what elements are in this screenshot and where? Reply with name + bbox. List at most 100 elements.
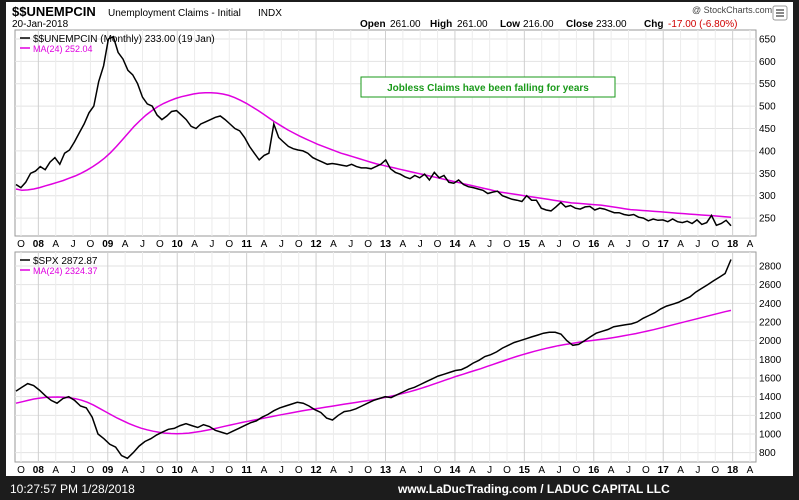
spx-x-tick-label: A xyxy=(677,465,684,476)
spx-x-tick-label: O xyxy=(642,465,650,476)
spx-x-tick-label: J xyxy=(695,465,700,476)
chart-date: 20-Jan-2018 xyxy=(12,19,69,30)
claims-x-tick-label: A xyxy=(400,239,407,250)
claims-annotation: Jobless Claims have been falling for yea… xyxy=(360,76,616,98)
claims-y-tick-label: 450 xyxy=(759,124,776,135)
spx-x-tick-label: J xyxy=(348,465,353,476)
claims-x-tick-label: 13 xyxy=(380,239,392,250)
claims-x-tick-label: J xyxy=(695,239,700,250)
claims-x-tick-label: J xyxy=(626,239,631,250)
claims-x-tick-label: J xyxy=(487,239,492,250)
spx-x-tick-label: A xyxy=(122,465,129,476)
claims-x-tick-label: A xyxy=(677,239,684,250)
claims-x-tick-label: 18 xyxy=(727,239,739,250)
spx-x-tick-label: A xyxy=(538,465,545,476)
spx-x-tick-label: J xyxy=(557,465,562,476)
change-value: -17.00 (-6.80%) xyxy=(668,19,737,30)
claims-x-tick-label: 17 xyxy=(658,239,670,250)
low-label: Low xyxy=(500,19,520,30)
claims-ma24-line xyxy=(15,91,732,218)
spx-x-tick-label: 16 xyxy=(588,465,600,476)
spx-legend: $SPX 2872.87 MA(24) 2324.37 xyxy=(20,256,98,276)
spx-x-tick-label: 11 xyxy=(241,465,252,476)
spx-x-tick-label: 15 xyxy=(519,465,531,476)
claims-x-tick-label: O xyxy=(295,239,303,250)
spx-x-tick-label: 13 xyxy=(380,465,392,476)
watermark: @ StockCharts.com xyxy=(692,5,772,15)
high-value: 261.00 xyxy=(457,19,488,30)
spx-y-tick-label: 1200 xyxy=(759,411,782,422)
claims-x-tick-label: J xyxy=(71,239,76,250)
claims-y-tick-label: 400 xyxy=(759,146,776,157)
spx-x-tick-label: J xyxy=(279,465,284,476)
spx-y-tick-label: 2200 xyxy=(759,318,782,329)
claims-y-tick-label: 350 xyxy=(759,169,776,180)
spx-x-tick-label: A xyxy=(747,465,754,476)
claims-legend: $$UNEMPCIN (Monthly) 233.00 (19 Jan) MA(… xyxy=(20,34,215,54)
close-value: 233.00 xyxy=(596,19,627,30)
claims-x-tick-label: O xyxy=(642,239,650,250)
spx-x-tick-label: O xyxy=(503,465,511,476)
spx-y-axis: 800 1000 1200 1400 1600 1800 2000 2200 2400 2600 2… xyxy=(759,262,782,460)
claims-x-tick-label: O xyxy=(87,239,95,250)
open-value: 261.00 xyxy=(390,19,421,30)
spx-y-tick-label: 1800 xyxy=(759,355,782,366)
claims-legend-ma: MA(24) 252.04 xyxy=(33,44,93,54)
spx-gridlines xyxy=(15,252,756,462)
spx-price-line xyxy=(15,259,732,460)
symbol-title: $$UNEMPCIN xyxy=(12,4,96,19)
claims-y-tick-label: 500 xyxy=(759,102,776,113)
spx-x-tick-label: 09 xyxy=(102,465,114,476)
spx-y-tick-label: 2600 xyxy=(759,280,782,291)
footer-timestamp: 10:27:57 PM 1/28/2018 xyxy=(10,482,135,496)
menu-icon[interactable] xyxy=(772,5,788,21)
claims-x-tick-label: O xyxy=(434,239,442,250)
claims-y-tick-label: 300 xyxy=(759,191,776,202)
claims-x-tick-label: 11 xyxy=(241,239,252,250)
spx-x-tick-label: O xyxy=(434,465,442,476)
claims-x-tick-label: O xyxy=(573,239,581,250)
claims-y-tick-label: 250 xyxy=(759,214,776,225)
spx-x-axis: O 08 A J O 09 A J O 10 A J O 11 A J O 12 A J O 13 A J O 14 A J O 15 A J… xyxy=(17,465,754,476)
claims-x-tick-label: A xyxy=(122,239,129,250)
spx-x-tick-label: 12 xyxy=(311,465,323,476)
spx-x-tick-label: A xyxy=(52,465,59,476)
claims-y-tick-label: 550 xyxy=(759,79,776,90)
spx-x-tick-label: O xyxy=(87,465,95,476)
claims-x-tick-label: O xyxy=(503,239,511,250)
spx-x-tick-label: O xyxy=(573,465,581,476)
claims-x-tick-label: O xyxy=(156,239,164,250)
spx-x-tick-label: 08 xyxy=(33,465,45,476)
spx-x-tick-label: O xyxy=(295,465,303,476)
spx-x-tick-label: J xyxy=(71,465,76,476)
claims-x-tick-label: 12 xyxy=(311,239,323,250)
claims-x-tick-label: 09 xyxy=(102,239,114,250)
spx-y-tick-label: 1600 xyxy=(759,374,782,385)
claims-x-tick-label: O xyxy=(364,239,372,250)
spx-y-tick-label: 2000 xyxy=(759,336,782,347)
claims-x-tick-label: J xyxy=(209,239,214,250)
footer-credit: www.LaDucTrading.com / LADUC CAPITAL LLC xyxy=(397,482,670,496)
spx-x-tick-label: 10 xyxy=(172,465,184,476)
spx-x-tick-label: O xyxy=(711,465,719,476)
spx-x-tick-label: A xyxy=(608,465,615,476)
spx-x-tick-label: 18 xyxy=(727,465,739,476)
claims-x-tick-label: 15 xyxy=(519,239,531,250)
claims-x-tick-label: A xyxy=(747,239,754,250)
spx-y-tick-label: 1000 xyxy=(759,430,782,441)
claims-x-tick-label: J xyxy=(140,239,145,250)
high-label: High xyxy=(430,19,452,30)
claims-x-tick-label: 10 xyxy=(172,239,184,250)
change-label: Chg xyxy=(644,19,663,30)
spx-x-tick-label: O xyxy=(225,465,233,476)
claims-x-tick-label: J xyxy=(418,239,423,250)
claims-x-tick-label: O xyxy=(711,239,719,250)
open-label: Open xyxy=(360,19,386,30)
claims-x-tick-label: A xyxy=(191,239,198,250)
claims-x-tick-label: A xyxy=(261,239,268,250)
claims-x-tick-label: A xyxy=(538,239,545,250)
spx-x-tick-label: A xyxy=(469,465,476,476)
spx-y-tick-label: 1400 xyxy=(759,392,782,403)
